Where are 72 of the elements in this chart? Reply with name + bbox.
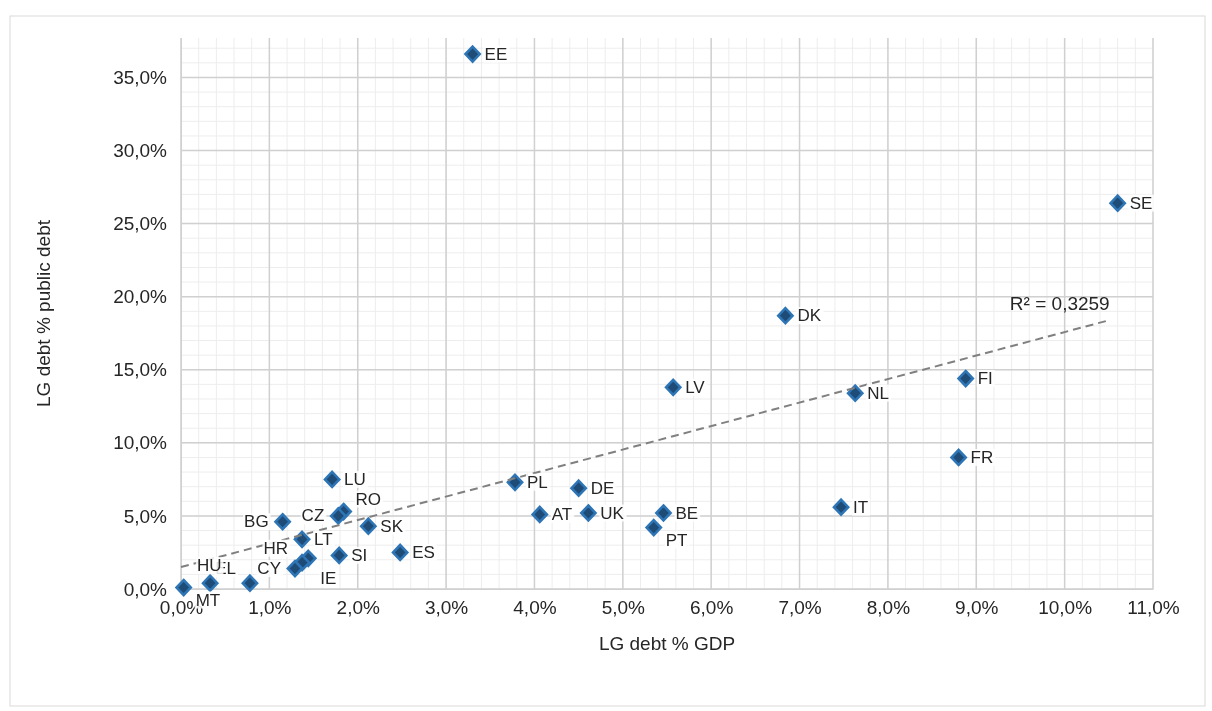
x-tick-label: 10,0%	[1038, 597, 1093, 619]
x-tick-label: 9,0%	[955, 597, 999, 619]
point	[570, 479, 588, 497]
x-tick-label: 3,0%	[424, 597, 469, 619]
point	[655, 504, 672, 522]
point	[329, 507, 347, 525]
y-tick-label: 0,0%	[123, 578, 168, 600]
y-tick-label: 15,0%	[113, 359, 168, 381]
annotation: NL	[867, 383, 889, 403]
y-tick-label: 35,0%	[113, 67, 168, 89]
annotation: BG	[244, 512, 269, 532]
annotation: LT	[314, 529, 333, 549]
annotation: ES	[412, 542, 435, 562]
x-tick-label: 11,0%	[1127, 597, 1180, 619]
annotation: SE	[1129, 193, 1153, 213]
annotation: FI	[977, 369, 993, 389]
point	[846, 384, 864, 402]
annotation: EE	[484, 44, 508, 64]
x-axis-title: LG debt % GDP	[598, 633, 736, 654]
point	[201, 574, 219, 592]
annotation: LU	[344, 469, 366, 489]
annotation: UK	[600, 503, 625, 523]
annotation: FR	[970, 447, 994, 467]
point	[506, 473, 524, 492]
point	[645, 518, 663, 537]
y-tick-label: 5,0%	[123, 505, 168, 527]
annotation: DE	[590, 478, 615, 498]
annotation: IT	[853, 497, 869, 517]
y-tick-label: 20,0%	[113, 286, 168, 308]
y-tick-label: 25,0%	[113, 213, 168, 235]
point	[832, 498, 850, 516]
point	[664, 378, 682, 397]
annotation: CZ	[301, 506, 325, 526]
point	[957, 369, 975, 388]
x-tick-label: 4,0%	[513, 597, 557, 619]
annotation: BE	[675, 503, 699, 523]
x-tick-label: 7,0%	[778, 597, 822, 619]
point	[323, 470, 341, 489]
annotation: PT	[665, 530, 688, 550]
x-tick-label: 8,0%	[866, 597, 911, 619]
point	[293, 530, 311, 549]
point	[330, 546, 348, 565]
annotation: DK	[797, 306, 822, 326]
point	[531, 505, 549, 524]
x-tick-label: 5,0%	[601, 597, 646, 619]
annotation: IE	[320, 569, 337, 589]
annotation: HR	[263, 538, 289, 558]
point	[464, 45, 482, 63]
point	[241, 574, 259, 592]
point	[274, 512, 292, 531]
x-tick-label: 1,0%	[248, 597, 292, 619]
point	[1109, 194, 1127, 212]
point	[391, 543, 409, 562]
annotation: LV	[685, 377, 706, 397]
annotation: AT	[551, 504, 573, 524]
point	[776, 306, 794, 325]
x-tick-label: 2,0%	[336, 597, 380, 619]
annotation: CY	[257, 559, 281, 579]
annotation: SK	[380, 516, 404, 536]
annotation: SI	[351, 545, 368, 565]
annotation: RO	[355, 489, 382, 509]
point	[286, 559, 304, 578]
point	[359, 517, 377, 535]
annotation: R² = 0,3259	[1009, 293, 1110, 315]
point	[579, 504, 597, 522]
y-axis-title: LG debt % public debt	[33, 219, 54, 407]
annotation: PL	[527, 472, 548, 492]
x-tick-label: 6,0%	[690, 597, 734, 619]
y-tick-label: 10,0%	[113, 432, 168, 454]
point	[950, 448, 968, 467]
point	[175, 578, 193, 597]
y-tick-label: 30,0%	[113, 140, 168, 162]
